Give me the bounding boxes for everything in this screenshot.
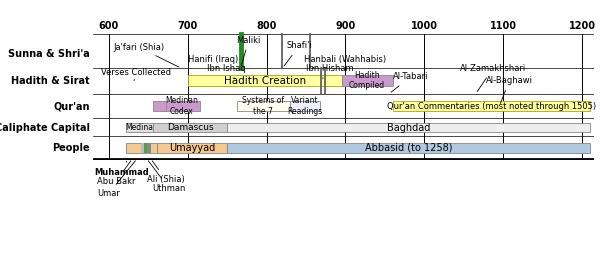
Text: Hanbali (Wahhabis): Hanbali (Wahhabis) — [304, 55, 386, 68]
Bar — [227, 123, 590, 132]
Text: 1000: 1000 — [411, 21, 438, 31]
Bar — [153, 123, 227, 132]
Bar — [164, 101, 200, 111]
Bar — [126, 123, 153, 132]
Text: Abbasid (to 1258): Abbasid (to 1258) — [365, 143, 452, 153]
Text: 900: 900 — [335, 21, 356, 31]
Bar — [341, 75, 393, 86]
Bar — [188, 75, 341, 86]
Bar — [148, 143, 151, 153]
Text: Baghdad: Baghdad — [387, 123, 430, 133]
Text: Al-Zamakhshari: Al-Zamakhshari — [460, 64, 526, 92]
Bar — [126, 143, 157, 153]
Text: Medinan
Codex: Medinan Codex — [166, 96, 198, 116]
Bar — [236, 101, 290, 111]
Text: Hanifi (Iraq): Hanifi (Iraq) — [188, 55, 238, 68]
Text: Maliki: Maliki — [236, 36, 261, 66]
Bar — [157, 143, 227, 153]
Bar — [227, 143, 590, 153]
Bar — [144, 143, 148, 153]
Text: Umar: Umar — [97, 161, 136, 198]
Text: Uthman: Uthman — [148, 161, 185, 193]
Bar — [290, 101, 320, 111]
Text: Hadith & Sirat: Hadith & Sirat — [11, 76, 90, 86]
Text: 600: 600 — [98, 21, 119, 31]
Text: Umayyad: Umayyad — [169, 143, 215, 153]
Text: People: People — [52, 143, 90, 153]
Text: 700: 700 — [178, 21, 198, 31]
Text: Damascus: Damascus — [167, 123, 214, 132]
Bar — [393, 101, 590, 111]
Text: Caliphate Capital: Caliphate Capital — [0, 123, 90, 133]
Text: Ibn Hisham: Ibn Hisham — [306, 64, 353, 78]
Text: Hadith Creation: Hadith Creation — [224, 76, 305, 86]
Text: Shafi'i: Shafi'i — [284, 41, 312, 66]
Text: Muhammad: Muhammad — [95, 161, 149, 177]
Text: 1100: 1100 — [490, 21, 517, 31]
Text: Variant
Readings: Variant Readings — [287, 96, 323, 116]
Text: 1200: 1200 — [569, 21, 596, 31]
Text: Abu Bakr: Abu Bakr — [97, 161, 136, 186]
Text: Ali (Shia): Ali (Shia) — [146, 161, 184, 184]
Text: Qur'an Commentaries (most noted through 1505): Qur'an Commentaries (most noted through … — [387, 102, 596, 110]
Text: Qur'an: Qur'an — [53, 101, 90, 111]
Text: Verses Collected: Verses Collected — [101, 68, 171, 81]
Text: Ja'fari (Shia): Ja'fari (Shia) — [113, 43, 179, 67]
Text: Ibn Ishaq: Ibn Ishaq — [206, 64, 245, 79]
Text: Al-Tabari: Al-Tabari — [391, 72, 428, 92]
Bar — [141, 143, 144, 153]
Text: Hadith
Compiled: Hadith Compiled — [349, 71, 385, 90]
Text: 800: 800 — [256, 21, 277, 31]
Text: Sunna & Shri'a: Sunna & Shri'a — [8, 49, 90, 59]
Text: Medina: Medina — [125, 123, 154, 132]
Text: Al-Baghawi: Al-Baghawi — [486, 76, 533, 104]
Text: Systems of
the 7: Systems of the 7 — [242, 96, 284, 116]
Bar — [153, 101, 166, 111]
